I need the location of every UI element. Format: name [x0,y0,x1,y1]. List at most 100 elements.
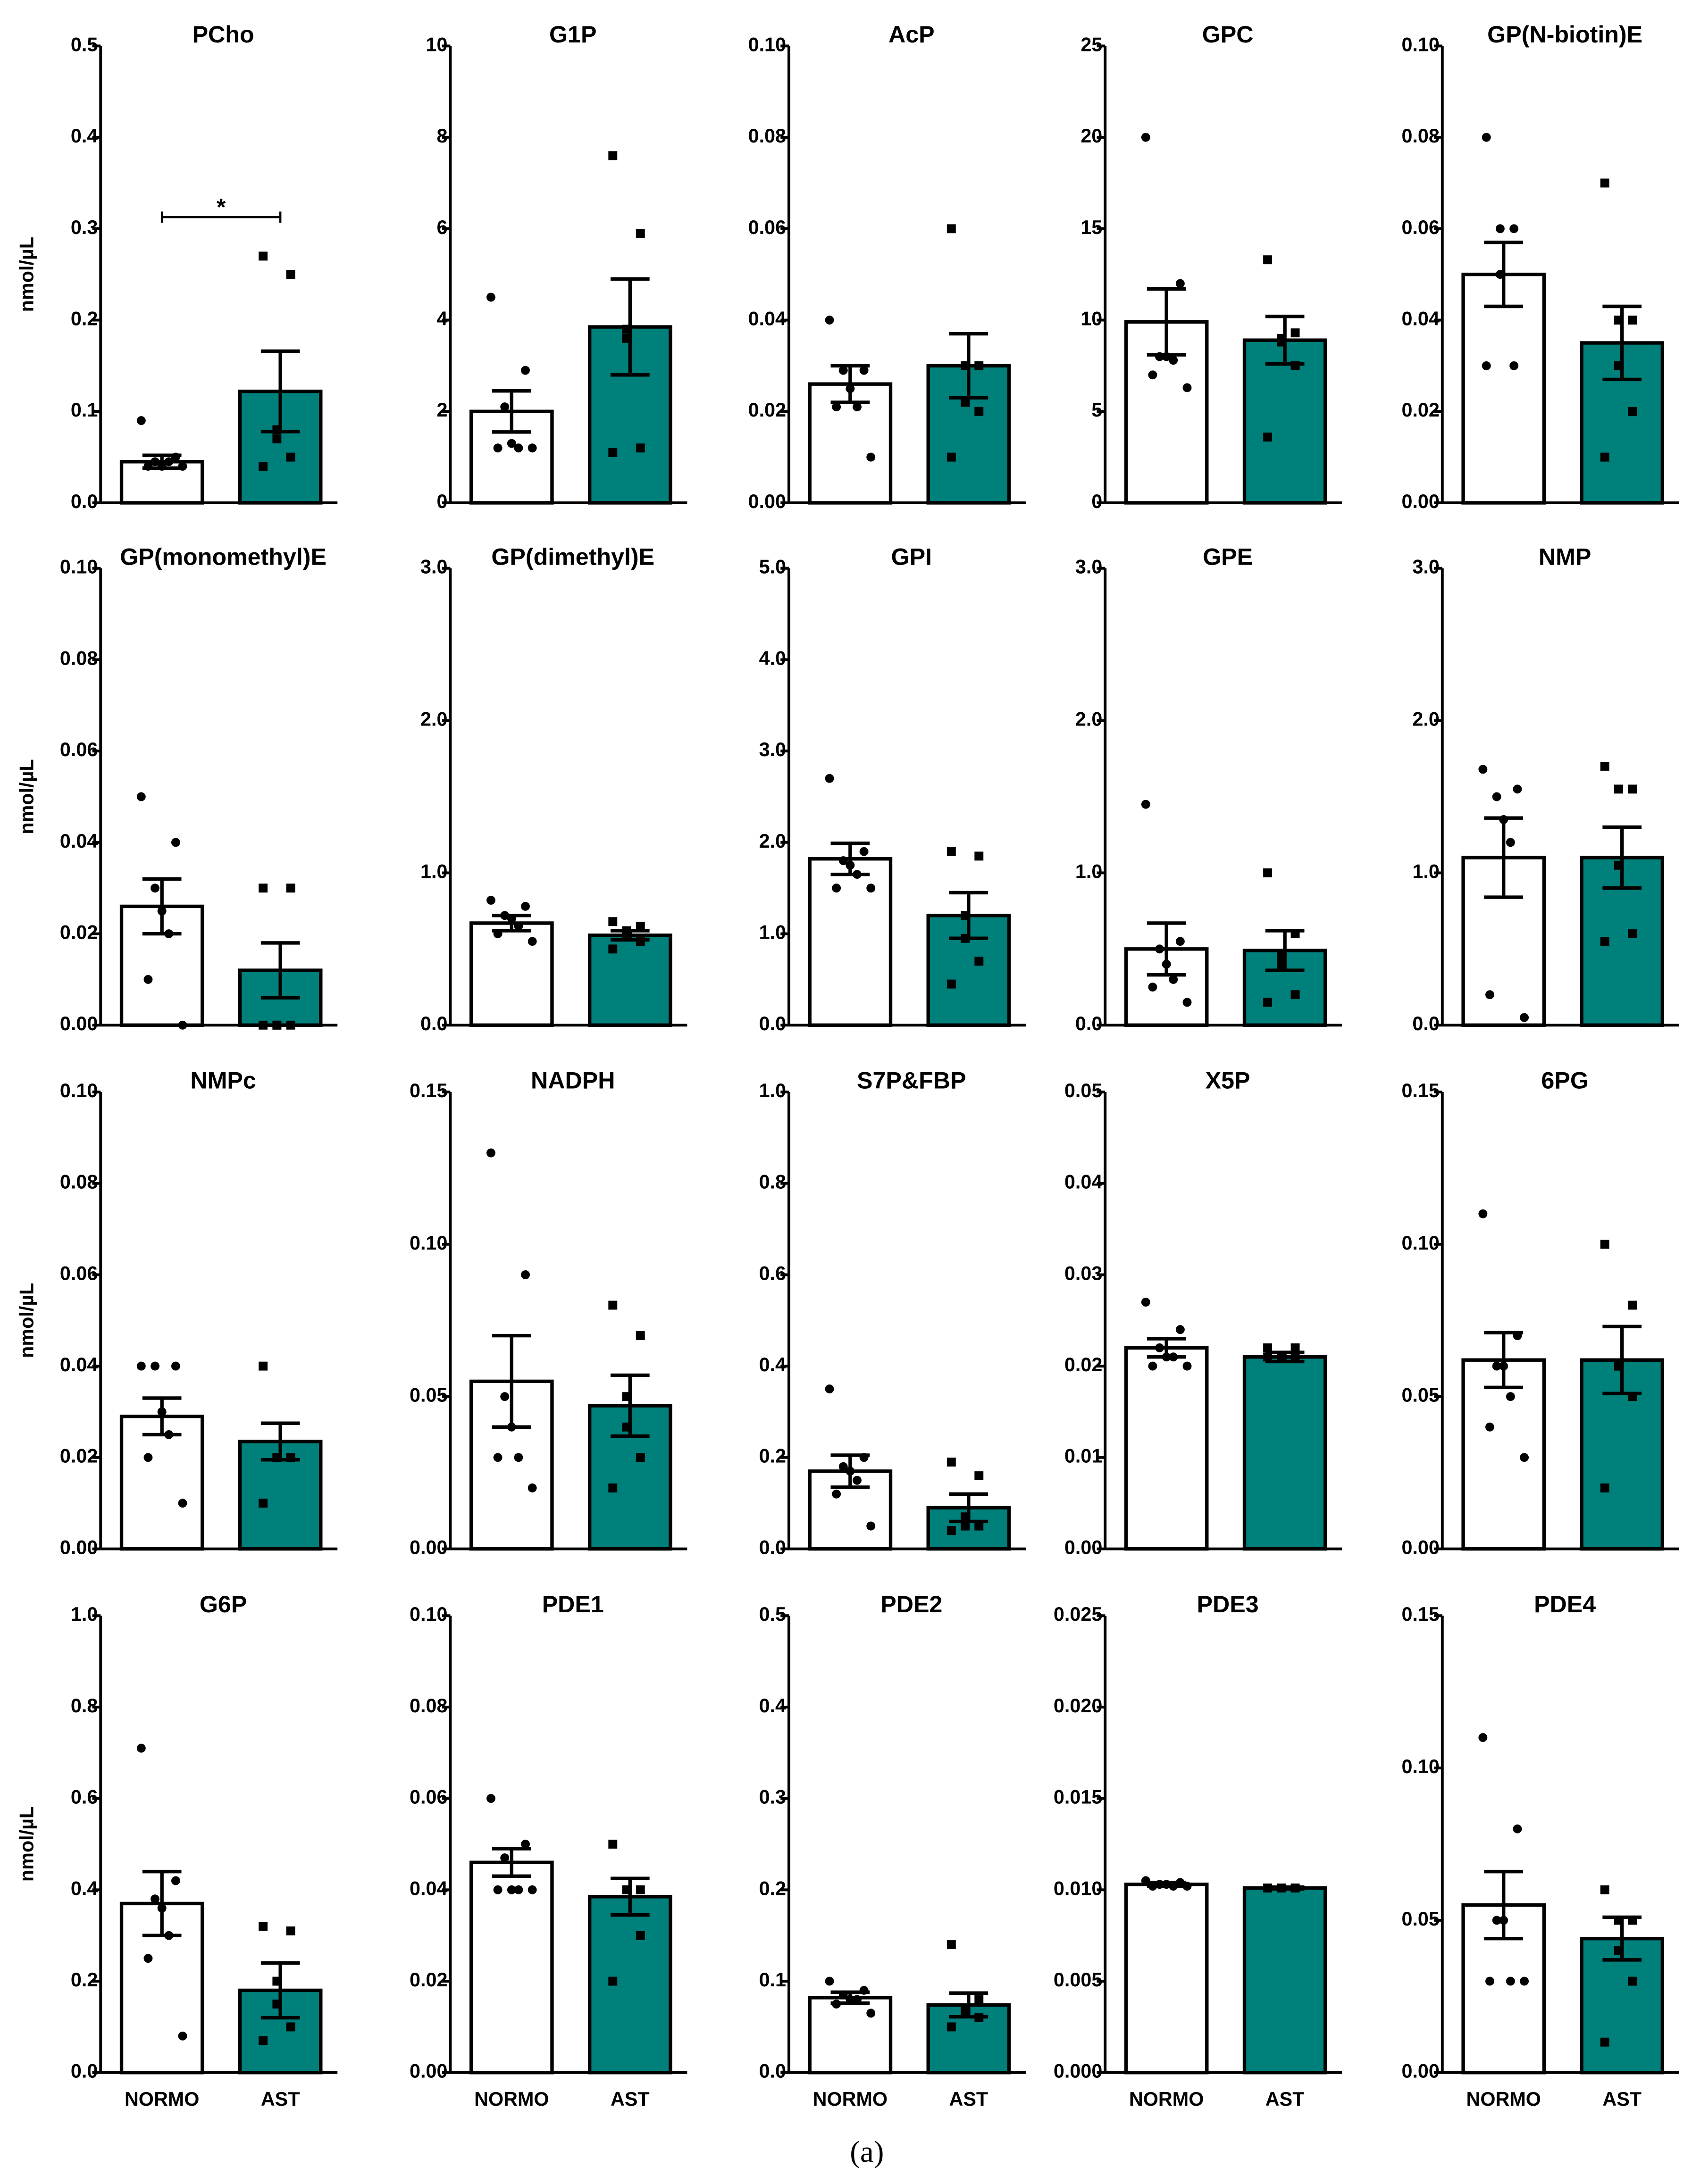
point [286,884,295,893]
y-tick-label: 1.0 [759,1080,786,1101]
y-tick-label: 20 [1081,125,1102,147]
panel: GP(dimethyl)E 0.0 1.0 2.0 3.0 [420,543,687,1034]
point [1155,1880,1164,1889]
point [151,1894,160,1904]
point [622,325,631,334]
point [171,452,180,462]
point [1482,361,1491,370]
y-tick-label: 0.02 [1064,1354,1102,1375]
point [486,1148,495,1158]
point [859,1453,869,1462]
point [514,1885,523,1894]
point [608,917,618,926]
point [974,957,984,966]
point [1141,800,1150,809]
y-tick-label: 0.4 [759,1695,786,1717]
x-tick-label: AST [949,2088,988,2110]
y-tick-label: 0.3 [71,217,98,238]
point [636,229,645,238]
point [846,1995,855,2004]
x-tick-label: AST [1602,2088,1642,2110]
error-bar [142,1396,182,1437]
point [151,457,160,467]
y-tick-label: 0.02 [748,399,786,421]
panel: X5P 0.00 0.01 0.02 0.03 0.04 0.05 [1064,1067,1342,1558]
point [974,1521,984,1531]
y-tick-label: 2.0 [759,830,786,852]
point [832,402,841,412]
point [1509,224,1519,233]
point [143,1453,153,1462]
point [1182,1361,1192,1371]
y-tick-label: 3.0 [420,556,447,578]
y-tick-label: 0.04 [60,1354,98,1375]
y-tick-label: 0.00 [60,1536,98,1558]
point [151,884,160,893]
point [486,896,495,905]
y-tick-label: 1.0 [759,921,786,943]
point [859,847,869,856]
bar [808,1996,893,2075]
point [171,838,180,847]
y-tick-label: 0.6 [759,1262,786,1284]
point [259,1922,268,1931]
point [1628,929,1637,939]
y-tick-label: 0.4 [71,1877,98,1899]
point [1141,1876,1150,1885]
panel-title: PDE2 [880,1591,942,1617]
point [521,1840,530,1849]
point [1162,1880,1171,1889]
point [1614,860,1623,870]
error-bar [1484,1869,1524,1941]
y-tick-label: 0.0 [759,1536,786,1558]
y-tick-label: 0.0 [1075,1013,1102,1034]
point [493,929,503,939]
point [825,1384,834,1393]
point [1175,279,1185,288]
y-tick-label: 0.2 [759,1877,786,1899]
panel-title: NMPc [190,1067,256,1094]
point [143,462,153,471]
point [853,1475,862,1485]
point [1175,1325,1185,1334]
point [622,929,631,939]
y-tick-label: 0.010 [1054,1877,1102,1899]
point [947,1458,956,1467]
point [1485,1422,1494,1432]
y-tick-label: 1.0 [71,1603,98,1625]
point [636,1453,645,1462]
point [521,1270,530,1279]
y-tick-label: 0.4 [71,125,98,147]
point [838,856,848,866]
point [961,2009,970,2018]
point [178,462,187,471]
point [832,1489,841,1499]
point [259,1499,268,1508]
point [1499,1361,1508,1371]
y-tick-label: 0.10 [60,1080,98,1101]
significance-bracket [160,211,282,223]
point [636,921,645,931]
point [136,792,146,801]
y-tick-label: 0.025 [1054,1603,1102,1625]
panel: PCho 0.0 0.1 0.2 0.3 0.4 0.5 nmol/µL * [16,21,338,512]
point [947,1526,956,1535]
point [1614,316,1623,325]
point [486,292,495,302]
point [1169,1882,1178,1891]
point [500,402,510,412]
y-tick-label: 0.5 [71,33,98,55]
y-tick-label: 0.15 [1401,1603,1439,1625]
point [622,1392,631,1401]
point [1290,1884,1300,1892]
point [1492,1361,1501,1371]
y-tick-label: 0.00 [410,1536,447,1558]
y-tick-label: 3.0 [759,739,786,760]
y-tick-label: 0.10 [60,556,98,578]
y-axis-label: nmol/µL [16,237,38,312]
y-axis-label: nmol/µL [16,1283,38,1358]
panel-title: GP(monomethyl)E [120,543,327,570]
error-bar [830,364,870,404]
y-tick-label: 0.03 [1064,1262,1102,1284]
bar [469,921,554,1027]
